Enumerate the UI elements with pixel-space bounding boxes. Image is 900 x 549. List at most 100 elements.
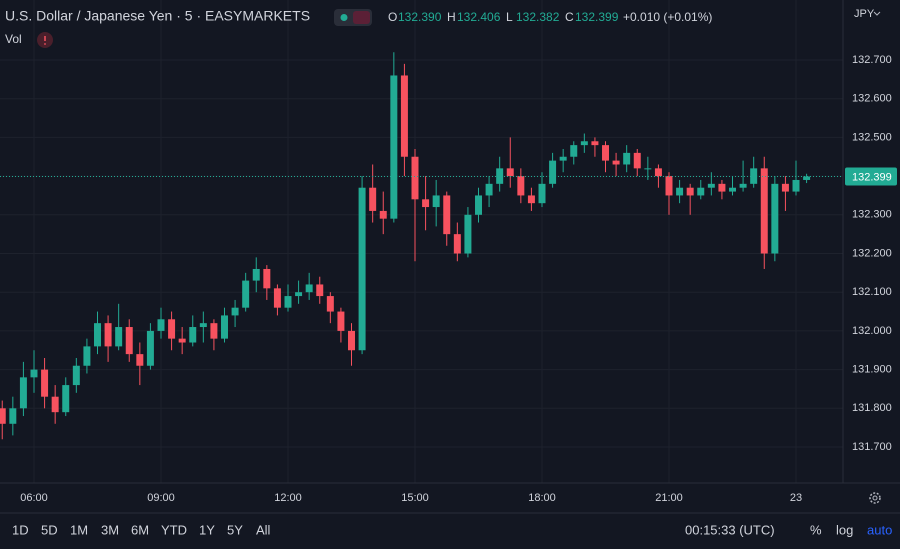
range-button[interactable]: 5D [41, 522, 58, 537]
y-tick-label: 131.700 [852, 441, 892, 453]
candles [0, 52, 843, 440]
candle-body [676, 187, 684, 196]
clock: 00:15:33 (UTC) [685, 522, 775, 537]
volume-label: Vol [5, 32, 22, 46]
candle-body [411, 156, 419, 200]
x-tick-label: 23 [790, 492, 802, 504]
ohlc-key: C [565, 10, 574, 24]
candle-body [496, 168, 504, 184]
candle-body [316, 284, 324, 297]
settings-icon[interactable] [869, 492, 881, 504]
alert-dot [44, 43, 46, 45]
candle-body [146, 330, 154, 366]
y-tick-label: 132.100 [852, 286, 892, 298]
candle-body [115, 327, 123, 347]
candle-body [9, 408, 17, 424]
ohlc-value: 132.406 [457, 10, 501, 24]
candle-body [0, 408, 6, 424]
currency[interactable]: JPY [854, 8, 875, 20]
candle-body [760, 168, 768, 254]
candle-body [358, 187, 366, 351]
scale-option[interactable]: log [836, 522, 853, 537]
scale-option[interactable]: auto [867, 522, 892, 537]
candle-body [273, 288, 281, 308]
candle-body [337, 311, 345, 331]
candle-body [707, 183, 715, 188]
settings-center [872, 495, 878, 501]
candle-body [231, 307, 239, 316]
candle-body [729, 187, 737, 192]
currency-caret [873, 11, 881, 16]
toggle-dot [340, 14, 348, 21]
candle-body [570, 145, 578, 157]
range-button[interactable]: 1M [70, 522, 88, 537]
x-tick-label: 18:00 [528, 492, 556, 504]
last-price-label: 132.399 [852, 171, 892, 183]
grid [0, 0, 843, 483]
scale-option[interactable]: % [810, 522, 822, 537]
candle-body [422, 199, 430, 208]
candle-body [189, 327, 197, 343]
x-tick-label: 15:00 [401, 492, 429, 504]
candle-body [157, 319, 165, 331]
y-tick-label: 131.800 [852, 402, 892, 414]
candle-body [168, 319, 176, 339]
candle-body [591, 141, 599, 146]
range-button[interactable]: 1Y [199, 522, 215, 537]
candle-body [443, 195, 451, 235]
candle-body [41, 369, 49, 397]
candle-body [30, 369, 38, 378]
candle-body [136, 354, 144, 366]
change: +0.010 (+0.01%) [623, 10, 712, 24]
candle-body [517, 176, 525, 196]
candle-body [633, 152, 641, 169]
toggle-menu[interactable] [353, 11, 370, 24]
candle-body [379, 210, 387, 219]
toolbar: 1D 5D 1M 3M 6M YTD 1Y 5Y All 00:15:33 (UTC)% log au… [12, 522, 892, 537]
ohlc-legend: O 132.390 H 132.406 L 132.382 C 132.399 [388, 10, 619, 24]
x-tick-label: 06:00 [20, 492, 48, 504]
symbol-title: U.S. Dollar / Japanese Yen · 5 · EASYMAR… [5, 8, 310, 24]
range-button[interactable]: All [256, 522, 271, 537]
candle-body [221, 315, 228, 339]
candle-body [697, 187, 705, 196]
candle-body [242, 280, 250, 308]
y-tick-label: 132.500 [852, 131, 892, 143]
x-tick-label: 12:00 [274, 492, 302, 504]
candle-body [580, 141, 588, 146]
candle-body [739, 183, 747, 188]
candle-body [104, 323, 112, 347]
last-price-badge [845, 167, 897, 186]
candle-body [527, 195, 535, 204]
candle-body [199, 323, 207, 328]
y-tick-label: 131.900 [852, 364, 892, 376]
ohlc-key: H [447, 10, 456, 24]
axes: 131.700 131.800 131.900 132.000 132.100 132.2… [20, 54, 897, 504]
candle-body [665, 176, 673, 196]
candle-body [549, 160, 557, 184]
candle-body [453, 234, 461, 254]
candle-body [464, 214, 472, 254]
range-button[interactable]: 5Y [227, 522, 243, 537]
range-button[interactable]: 3M [101, 522, 119, 537]
candle-body [390, 75, 398, 219]
ohlc-value: 132.382 [516, 10, 560, 24]
range-button[interactable]: 6M [131, 522, 149, 537]
candle-body [475, 195, 482, 215]
ohlc-value: 132.390 [398, 10, 442, 24]
candle-body [326, 296, 334, 312]
candle-body [252, 268, 260, 281]
x-tick-label: 09:00 [147, 492, 175, 504]
candle-body [284, 296, 292, 308]
candle-body [654, 168, 662, 177]
range-button[interactable]: YTD [161, 522, 187, 537]
candle-body [295, 292, 303, 297]
candle-body [72, 365, 80, 386]
range-button[interactable]: 1D [12, 522, 29, 537]
candle-body [348, 330, 355, 351]
candle-body [718, 183, 726, 192]
candle-body [178, 338, 186, 343]
candle-body [19, 377, 27, 409]
